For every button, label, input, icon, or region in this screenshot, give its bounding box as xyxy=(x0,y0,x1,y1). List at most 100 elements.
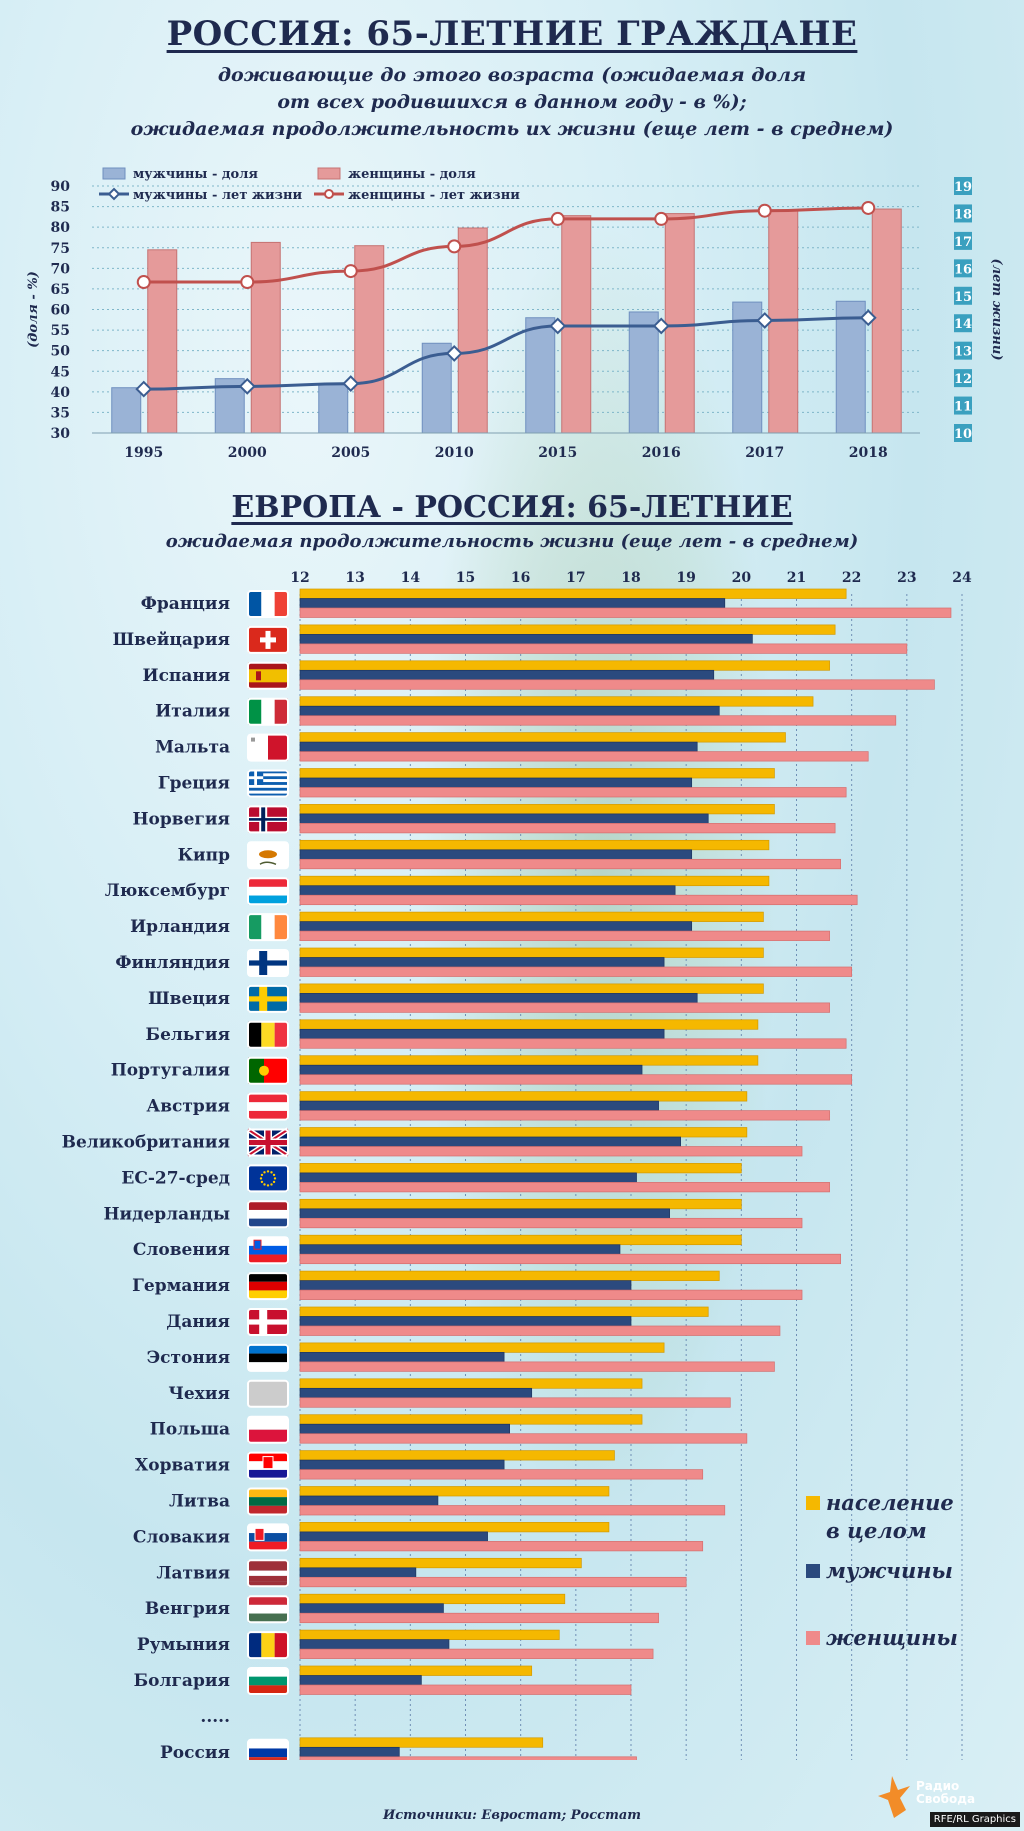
bar-total xyxy=(299,624,836,635)
flag-part xyxy=(248,1281,288,1291)
flag-italy-icon xyxy=(247,697,289,726)
flag-malta-icon xyxy=(247,733,289,762)
country-label: Румыния xyxy=(137,1635,230,1655)
bar-women xyxy=(299,1361,775,1372)
y-axis-label-right: (лет жизни) xyxy=(989,258,1004,360)
flag-part xyxy=(248,784,288,788)
bar-men xyxy=(299,1172,637,1183)
bar-men-share xyxy=(628,311,659,434)
bar-women xyxy=(299,894,858,906)
bar-men xyxy=(299,1244,621,1255)
country-label: Чехия xyxy=(168,1384,230,1404)
bar-women xyxy=(299,643,908,654)
bar-women xyxy=(299,1289,803,1300)
legend-label-total: население xyxy=(826,1490,954,1515)
y-tick-left: 75 xyxy=(51,241,70,257)
flag-part xyxy=(254,1527,265,1541)
flag-romania-icon xyxy=(247,1631,289,1660)
y-tick-right: 16 xyxy=(954,262,972,277)
flag-france-icon xyxy=(247,590,289,618)
flag-part xyxy=(248,793,288,797)
y-tick-right-bg xyxy=(954,369,972,388)
flag-border xyxy=(247,877,289,906)
country-label: ЕС-27-сред xyxy=(121,1168,230,1188)
flag-part xyxy=(248,779,288,783)
legend-label-men: мужчины xyxy=(826,1558,953,1583)
flag-part xyxy=(248,1021,262,1048)
y-tick-right-bg xyxy=(954,341,972,360)
y-tick-right: 10 xyxy=(954,427,972,442)
country-row: ЕС-27-сред xyxy=(121,1163,830,1193)
bar-men xyxy=(299,1387,533,1399)
bar-men xyxy=(299,1639,450,1650)
flag-part xyxy=(253,1239,262,1250)
flag-part xyxy=(248,1254,288,1264)
flag-border xyxy=(247,590,289,618)
flag-border xyxy=(247,1020,289,1049)
flag-part xyxy=(248,1488,288,1498)
flag-border xyxy=(247,1092,289,1121)
y-tick-left: 35 xyxy=(51,405,70,421)
women-years-marker xyxy=(343,264,358,279)
flag-part xyxy=(248,1165,288,1192)
flag-part xyxy=(263,1183,266,1186)
flag-part xyxy=(262,1456,274,1470)
bar-men xyxy=(299,1100,659,1111)
bar-total xyxy=(299,1234,742,1246)
bar-women xyxy=(299,1146,803,1157)
x-tick: 2018 xyxy=(849,445,888,461)
bar-total xyxy=(299,1414,643,1425)
country-row: Венгрия xyxy=(145,1593,659,1624)
bar-women xyxy=(299,1684,632,1695)
flag-part xyxy=(248,960,288,966)
bar-total xyxy=(299,660,830,671)
flag-part xyxy=(248,1209,288,1219)
men-years-marker xyxy=(342,375,360,393)
flag-netherlands-icon xyxy=(247,1200,289,1229)
brand-logo: Радио Свобода xyxy=(874,1772,1014,1824)
bar-total xyxy=(299,1055,759,1066)
legend-label-total: в целом xyxy=(826,1518,927,1543)
flag-part xyxy=(248,1353,288,1363)
country-label: Мальта xyxy=(155,738,230,758)
bar-women xyxy=(299,1325,781,1336)
flag-part xyxy=(248,1524,288,1534)
flag-part xyxy=(248,1685,288,1694)
bar-total xyxy=(299,1342,665,1353)
europe-chart-title: ЕВРОПА - РОССИЯ: 65-ЛЕТНИЕ xyxy=(231,490,793,525)
y-tick-left: 60 xyxy=(51,303,71,319)
country-row: Россия xyxy=(160,1737,637,1760)
bar-women-share xyxy=(664,213,695,434)
flag-part xyxy=(248,1429,288,1443)
bar-women xyxy=(299,1433,748,1444)
legend-marker xyxy=(107,187,121,201)
bar-women xyxy=(299,607,952,618)
europe-chart-subtitle: ожидаемая продолжительность жизни (еще л… xyxy=(165,531,859,552)
flag-part xyxy=(261,591,275,617)
bar-women xyxy=(299,1612,659,1624)
women-years-line xyxy=(143,206,869,284)
x-tick: 13 xyxy=(345,570,364,586)
bar-total xyxy=(299,983,764,994)
women-years-marker xyxy=(861,200,876,215)
country-row: Словакия xyxy=(133,1522,704,1552)
bar-women xyxy=(299,1217,803,1229)
women-years-marker xyxy=(447,239,462,254)
flag-part xyxy=(248,1057,264,1084)
flag-border xyxy=(247,625,289,654)
country-label: Ирландия xyxy=(130,917,230,937)
credit-label: RFE/RL Graphics xyxy=(929,1812,1020,1827)
y-tick-right: 12 xyxy=(954,372,972,387)
country-row: Хорватия xyxy=(135,1450,704,1480)
country-row: Эстония xyxy=(147,1342,775,1372)
y-tick-right: 15 xyxy=(954,290,972,305)
bar-women xyxy=(299,1397,731,1408)
bar-men xyxy=(299,1423,510,1435)
country-label: Россия xyxy=(160,1743,230,1760)
men-years-marker xyxy=(445,344,463,362)
flag-border xyxy=(247,1738,289,1760)
flag-part xyxy=(261,914,275,941)
flag-part xyxy=(259,1177,263,1180)
country-label: Португалия xyxy=(111,1061,230,1081)
flag-part xyxy=(248,878,288,887)
